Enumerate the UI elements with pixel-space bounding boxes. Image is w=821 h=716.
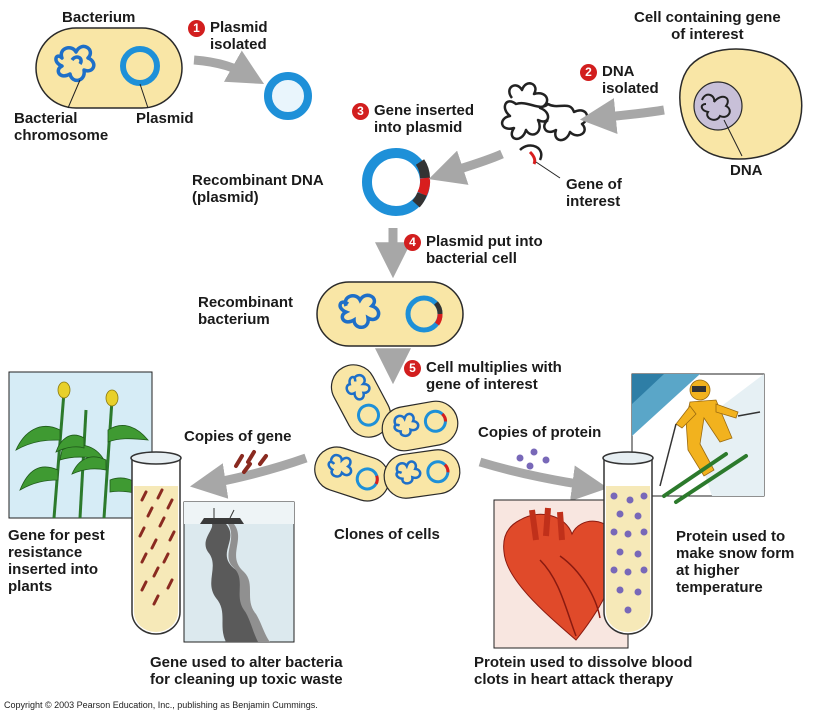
corn-plant-panel [8,371,153,519]
copyright-notice: Copyright © 2003 Pearson Education, Inc.… [4,700,318,710]
donor-cell [679,48,803,160]
step-5-badge: 5 [404,360,421,377]
cell-gene-label: Cell containing gene of interest [634,9,781,43]
plasmid-label: Plasmid [136,110,194,127]
recombinant-bacterium [316,281,464,347]
bacterial-chromosome [54,44,96,83]
step-4-text: Plasmid put into bacterial cell [426,233,543,267]
arrow-plasmid-isolated [193,50,265,85]
process-arrows [189,50,665,502]
step-1-text: Plasmid isolated [210,19,268,53]
step-1-badge: 1 [188,20,205,37]
recombinant-bacterium-label: Recombinant bacterium [198,294,294,328]
recombinant-plasmid [362,148,431,216]
gene-test-tube [130,451,182,635]
arrow-to-gene-copies [189,453,308,499]
gene-copies [234,450,268,474]
step-2-text: DNA isolated [602,63,659,97]
protein-test-tube [602,451,654,635]
bacterial-chromosome-label: Bacterial chromosome [14,110,109,144]
isolated-dna [501,82,589,179]
original-bacterium [35,27,183,109]
skier-panel [631,373,765,504]
arrow-to-protein-copies [478,457,609,502]
clone-cells [314,364,461,502]
bacterium-label: Bacterium [62,9,136,26]
plasmid-in-cell [120,46,160,86]
step-5-text: Cell multiplies with gene of interest [426,359,562,393]
isolated-plasmid [264,72,312,120]
snow-formation-label: Protein used to make snow form at higher… [676,528,795,596]
gene-segment [528,150,537,165]
pest-resistance-label: Gene for pest resistance inserted into p… [8,527,105,595]
oil-spill-panel [183,501,295,643]
step-4-badge: 4 [404,234,421,251]
recombinant-dna-label: Recombinant DNA (plasmid) [192,172,324,206]
step-3-badge: 3 [352,103,369,120]
arrow-dna-isolated [579,98,665,134]
copies-of-protein-label: Copies of protein [478,424,602,441]
gene-of-interest-label: Gene of interest [566,176,622,210]
copies-of-gene-label: Copies of gene [184,428,292,445]
protein-copies [516,448,550,470]
step-3-text: Gene inserted into plasmid [374,102,475,136]
clones-of-cells-label: Clones of cells [334,526,440,543]
dna-label: DNA [730,162,763,179]
blood-clots-label: Protein used to dissolve blood clots in … [474,654,693,688]
arrow-gene-inserted [428,149,504,185]
toxic-waste-label: Gene used to alter bacteria for cleaning… [150,654,343,688]
step-2-badge: 2 [580,64,597,81]
